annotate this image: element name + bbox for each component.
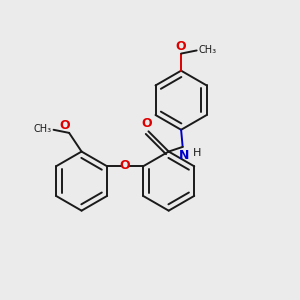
Text: CH₃: CH₃ (198, 45, 216, 55)
Text: O: O (120, 159, 130, 172)
Text: O: O (142, 117, 152, 130)
Text: N: N (178, 149, 189, 162)
Text: CH₃: CH₃ (34, 124, 52, 134)
Text: H: H (193, 148, 201, 158)
Text: O: O (176, 40, 186, 53)
Text: O: O (59, 119, 70, 132)
